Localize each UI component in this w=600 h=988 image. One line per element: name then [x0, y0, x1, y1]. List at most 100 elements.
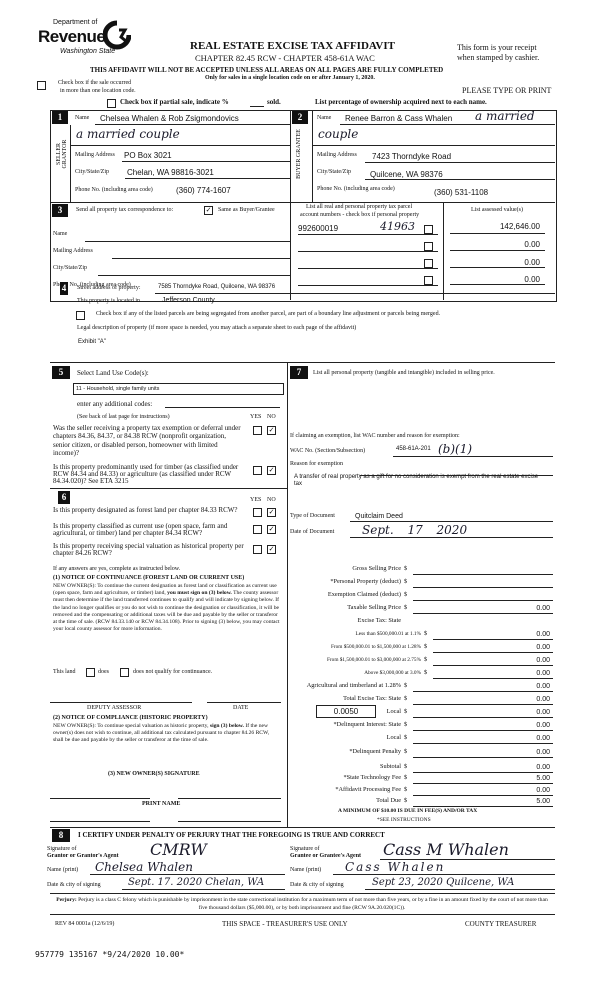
deputy-signature-field[interactable] [50, 702, 192, 703]
street-address[interactable]: 7585 Thorndyke Road, Quilcene, WA 98376 [158, 284, 276, 290]
personal-property-checkbox[interactable] [424, 225, 433, 234]
seller-city[interactable]: Chelan, WA 98816-3021 [127, 168, 214, 177]
historical-yes-checkbox[interactable] [253, 545, 262, 554]
exemption-yes-checkbox[interactable] [253, 426, 262, 435]
fee-value[interactable]: 0.00 [536, 696, 550, 703]
fee-value[interactable]: 0.00 [536, 787, 550, 794]
fee-value[interactable]: 5.00 [536, 775, 550, 782]
seller-city-label: City/State/Zip [75, 169, 109, 175]
dollar-sign: $ [404, 708, 408, 715]
section-number: 1 [52, 111, 68, 124]
parcel-number[interactable]: 992600019 [298, 224, 339, 233]
grantor-date-city[interactable]: Sept. 17. 2020 Chelan, WA [128, 877, 265, 888]
fee-label: Total Due [376, 797, 401, 804]
buyer-city[interactable]: Quilcene, WA 98376 [370, 170, 443, 179]
assessed-value[interactable]: 0.00 [524, 258, 540, 267]
dollar-sign: $ [404, 578, 408, 585]
fee-value[interactable]: 0.00 [536, 605, 550, 612]
not-qualify-checkbox[interactable] [120, 668, 129, 677]
deputy-date-field[interactable] [207, 702, 281, 703]
print-name-field[interactable] [50, 821, 150, 822]
fee-value[interactable]: 0.00 [536, 749, 550, 756]
assessed-value[interactable]: 0.00 [524, 275, 540, 284]
seller-phone[interactable]: (360) 774-1607 [176, 186, 231, 195]
doc-type[interactable]: Quitclaim Deed [355, 513, 403, 520]
fee-value[interactable]: 0.00 [536, 735, 550, 742]
dollar-sign: $ [404, 682, 408, 689]
partial-percent-field[interactable] [250, 106, 264, 107]
same-as-buyer-checkbox[interactable]: ✓ [204, 206, 213, 215]
grantor-signature[interactable]: CMRW [150, 840, 207, 859]
reason-text[interactable]: A transfer of real property as a gift fo… [294, 474, 539, 487]
current-use-yes-checkbox[interactable] [253, 525, 262, 534]
seller-name[interactable]: Chelsea Whalen & Rob Zsigmondovics [100, 114, 239, 123]
divider [50, 488, 287, 489]
field-underline [433, 678, 553, 679]
correspondence-name-field[interactable] [85, 241, 290, 242]
grantee-date-city[interactable]: Sept 23, 2020 Quilcene, WA [372, 877, 515, 888]
field-underline [413, 743, 553, 744]
print-name-field-2[interactable] [178, 821, 281, 822]
legal-description[interactable]: Exhibit "A" [78, 339, 106, 345]
fee-label: From $500,000.01 to $1,500,000 at 1.28% [330, 644, 421, 650]
field-underline [450, 233, 545, 234]
segregated-checkbox[interactable] [76, 311, 85, 320]
segregated-label: Check box if any of the listed parcels a… [96, 311, 441, 317]
qualifies-checkbox[interactable] [86, 668, 95, 677]
divider [443, 203, 444, 300]
personal-property-checkbox[interactable] [424, 276, 433, 285]
located-label: This property is located in [77, 298, 140, 304]
assessed-value[interactable]: 142,646.00 [499, 222, 540, 231]
buyer-name[interactable]: Renee Barron & Cass Whalen [345, 114, 453, 123]
land-use-code-field[interactable]: 11 - Household, single family units [73, 383, 284, 395]
county[interactable]: Jefferson County [162, 297, 215, 304]
current-use-no-checkbox[interactable]: ✓ [267, 525, 276, 534]
multi-location-checkbox[interactable] [37, 81, 46, 90]
date-city-label: Date & city of signing [47, 882, 101, 888]
grantor-print-name[interactable]: Chelsea Whalen [95, 860, 193, 874]
new-owner-signature-field-2[interactable] [178, 798, 281, 799]
historical-no-checkbox[interactable]: ✓ [267, 545, 276, 554]
forest-yes-checkbox[interactable] [253, 508, 262, 517]
correspondence-mail-field[interactable] [112, 258, 290, 259]
new-owner-signature-field[interactable] [50, 798, 150, 799]
local-rate-field[interactable]: 0.0050 [316, 705, 376, 718]
exemption-no-checkbox[interactable]: ✓ [267, 426, 276, 435]
timber-yes-checkbox[interactable] [253, 466, 262, 475]
fee-value[interactable]: 0.00 [536, 670, 550, 677]
grantee-signature[interactable]: Cass M Whalen [383, 840, 509, 859]
partial-sale-checkbox[interactable] [107, 99, 116, 108]
field-underline [450, 284, 545, 285]
field-underline [350, 537, 553, 538]
fee-value[interactable]: 0.00 [536, 683, 550, 690]
dollar-sign: $ [404, 763, 408, 770]
notice1-text-a: NEW OWNER(S): To continue the current de… [53, 583, 277, 597]
forest-no-checkbox[interactable]: ✓ [267, 508, 276, 517]
doc-date[interactable]: Sept. 17 2020 [362, 523, 468, 537]
wac-number[interactable]: 458-61A-201 [396, 446, 431, 452]
fee-label: Exemption Claimed (deduct) [327, 591, 401, 598]
assessed-value[interactable]: 0.00 [524, 240, 540, 249]
personal-property-checkbox[interactable] [424, 242, 433, 251]
field-underline [413, 795, 553, 796]
seller-mail[interactable]: PO Box 3021 [124, 151, 172, 160]
timber-no-checkbox[interactable]: ✓ [267, 466, 276, 475]
fee-value[interactable]: 0.00 [536, 709, 550, 716]
fee-value[interactable]: 0.00 [536, 764, 550, 771]
legal-description-label: Legal description of property (if more s… [77, 325, 357, 331]
forest-question: Is this property designated as forest la… [53, 506, 238, 514]
fee-label: Agricultural and timberland at 1.28% [306, 682, 401, 689]
fee-value[interactable]: 0.00 [536, 657, 550, 664]
fee-value[interactable]: 0.00 [536, 722, 550, 729]
parcel-handwritten: 41963 [380, 220, 415, 233]
fee-value[interactable]: 0.00 [536, 631, 550, 638]
personal-property-checkbox[interactable] [424, 259, 433, 268]
fee-label: Above $3,000,000 at 3.0% [364, 670, 421, 676]
buyer-phone[interactable]: (360) 531-1108 [434, 188, 489, 197]
fee-value[interactable]: 0.00 [536, 644, 550, 651]
fee-value[interactable]: 5.00 [536, 798, 550, 805]
correspondence-city-field[interactable] [98, 275, 290, 276]
grantee-print-name[interactable]: Cass Whalen [345, 860, 446, 874]
additional-codes-field[interactable] [165, 407, 280, 408]
buyer-mail[interactable]: 7423 Thorndyke Road [372, 152, 452, 161]
